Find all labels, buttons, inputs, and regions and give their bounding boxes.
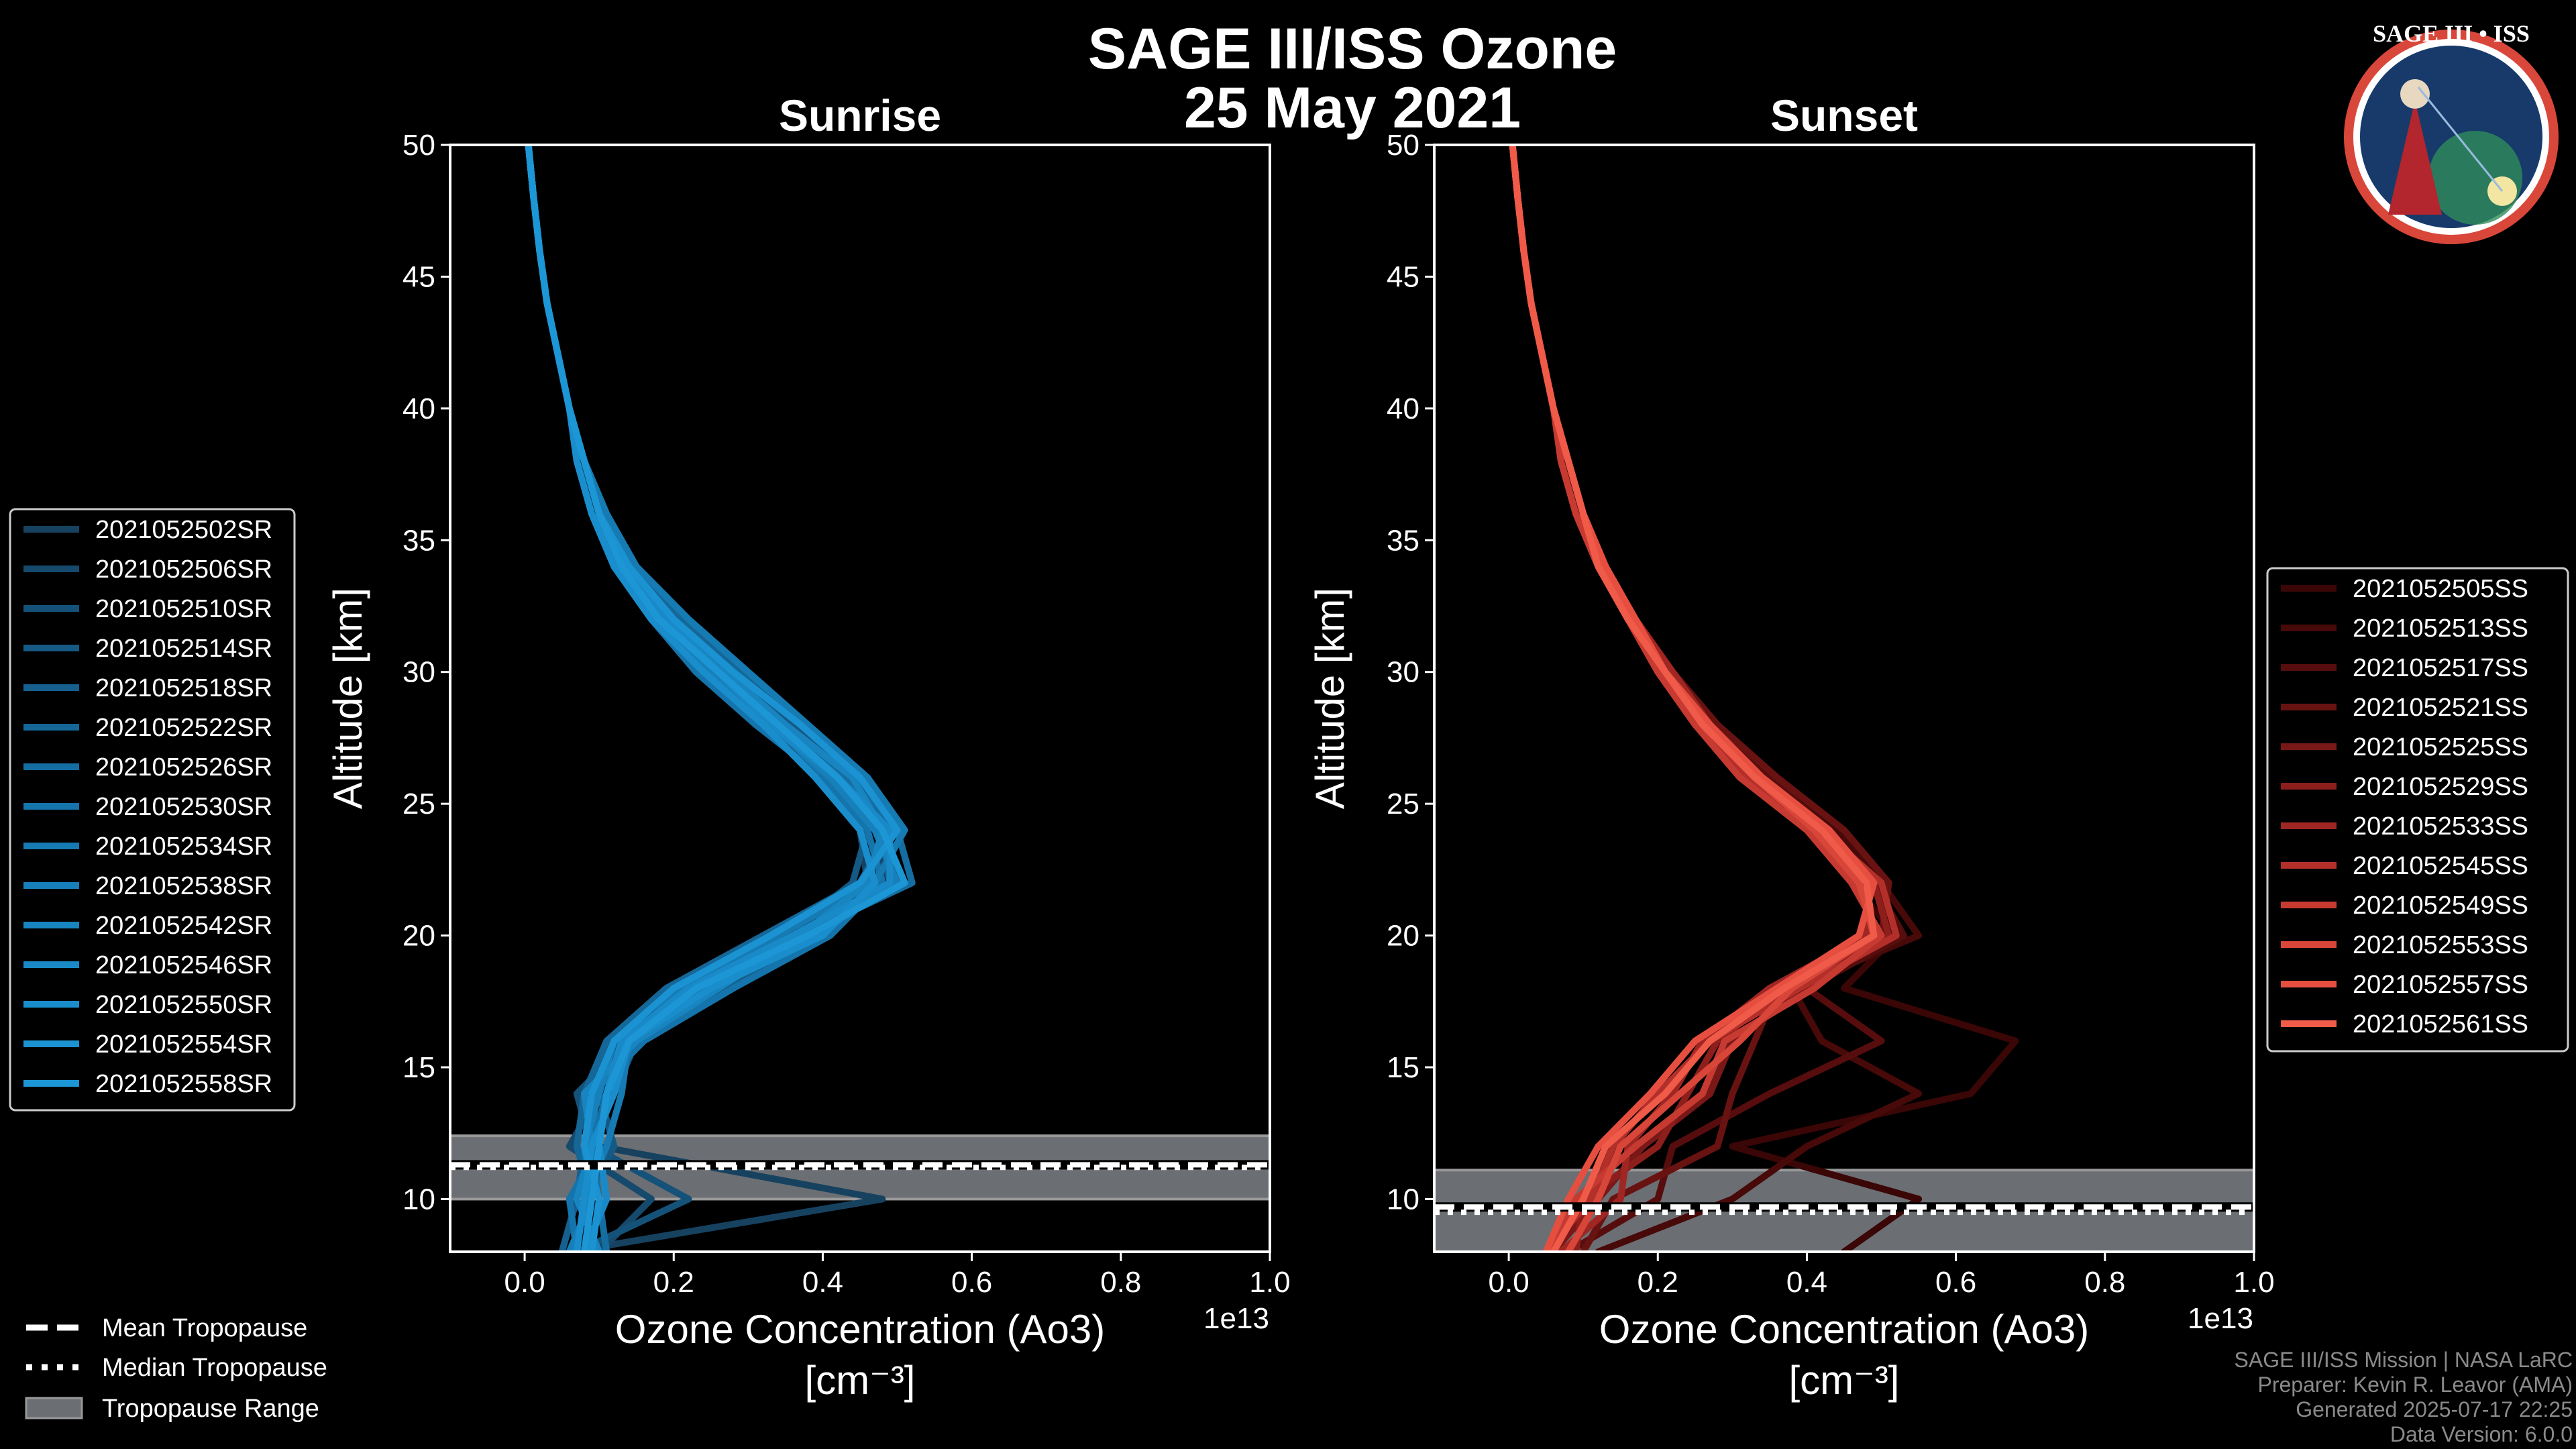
footer-credits: SAGE III/ISS Mission | NASA LaRC Prepare… bbox=[2235, 1348, 2573, 1446]
profile-line-2021052561SS bbox=[1509, 145, 1878, 1252]
y-tick-label: 20 bbox=[1387, 920, 1419, 953]
median-tropopause-label: Median Tropopause bbox=[102, 1354, 327, 1382]
sunset-title: Sunset bbox=[1770, 91, 1918, 140]
legend-entry: 2021052538SR bbox=[95, 872, 272, 900]
legend-entry: 2021052549SS bbox=[2353, 892, 2528, 920]
legend-entry: 2021052561SS bbox=[2353, 1010, 2528, 1038]
y-tick-label: 50 bbox=[1387, 129, 1419, 162]
legend-frame bbox=[9, 508, 296, 1112]
sunrise-axes-frame bbox=[449, 144, 1271, 1253]
sunrise-plot-area bbox=[450, 145, 1270, 1252]
sunset-plot-area bbox=[1434, 145, 2254, 1252]
y-tick-label: 40 bbox=[402, 392, 435, 425]
y-axis-label: Altitude [km] bbox=[1307, 588, 1352, 809]
footer-data-version: Data Version: 6.0.0 bbox=[2390, 1422, 2573, 1446]
y-tick-label: 50 bbox=[402, 129, 435, 162]
x-tick-label: 0.2 bbox=[653, 1266, 694, 1299]
x-tick-label: 0.4 bbox=[1786, 1266, 1827, 1299]
legend-entry: 2021052554SR bbox=[95, 1030, 272, 1059]
legend-entry: 2021052513SS bbox=[2353, 614, 2528, 643]
x-tick-label: 0.4 bbox=[802, 1266, 843, 1299]
y-tick-label: 45 bbox=[1387, 260, 1419, 293]
y-tick-label: 10 bbox=[1387, 1183, 1419, 1216]
mean-tropopause-label: Mean Tropopause bbox=[102, 1314, 307, 1342]
legend-entry: 2021052518SR bbox=[95, 674, 272, 702]
y-tick-label: 15 bbox=[402, 1051, 435, 1084]
x-tick-label: 0.2 bbox=[1638, 1266, 1678, 1299]
x-tick-label: 0.6 bbox=[951, 1266, 992, 1299]
legend-entry: 2021052517SS bbox=[2353, 654, 2528, 682]
profile-line-2021052505SS bbox=[1509, 145, 2019, 1252]
legend-entry: 2021052542SR bbox=[95, 912, 272, 940]
legend-frame bbox=[2266, 567, 2569, 1053]
legend-entry: 2021052545SS bbox=[2353, 852, 2528, 880]
y-tick-label: 30 bbox=[402, 656, 435, 689]
footer-generated: Generated 2025-07-17 22:25 bbox=[2296, 1397, 2573, 1421]
legend-entry: 2021052533SS bbox=[2353, 812, 2528, 841]
footer-mission: SAGE III/ISS Mission | NASA LaRC bbox=[2235, 1348, 2573, 1372]
legend-entry: 2021052514SR bbox=[95, 635, 272, 663]
y-tick-label: 35 bbox=[402, 524, 435, 557]
x-tick-label: 1.0 bbox=[1249, 1266, 1290, 1299]
legend-entry: 2021052521SS bbox=[2353, 694, 2528, 722]
sunrise-legend: 2021052502SR 2021052506SR 2021052510SR 2021… bbox=[9, 508, 296, 1112]
y-tick-label: 45 bbox=[402, 260, 435, 293]
footer-preparer: Preparer: Kevin R. Leavor (AMA) bbox=[2258, 1373, 2573, 1397]
legend-entry: 2021052534SR bbox=[95, 833, 272, 861]
legend-entry: 2021052553SS bbox=[2353, 931, 2528, 959]
x-tick-label: 1.0 bbox=[2233, 1266, 2274, 1299]
legend-entry: 2021052505SS bbox=[2353, 575, 2528, 603]
y-tick-label: 35 bbox=[1387, 524, 1419, 557]
x-tick-label: 0.0 bbox=[1489, 1266, 1529, 1299]
legend-entry: 2021052525SS bbox=[2353, 733, 2528, 761]
y-tick-label: 10 bbox=[402, 1183, 435, 1216]
x-axis-label: Ozone Concentration (Ao3) bbox=[615, 1307, 1105, 1352]
legend-entry: 2021052510SR bbox=[95, 595, 272, 623]
x-axis-unit: [cm⁻³] bbox=[805, 1358, 916, 1403]
figure-date: 25 May 2021 bbox=[1184, 76, 1521, 140]
y-tick-label: 40 bbox=[1387, 392, 1419, 425]
sage-iii-iss-logo: SAGE III • ISS bbox=[2344, 20, 2559, 244]
x-tick-label: 0.6 bbox=[1935, 1266, 1976, 1299]
legend-entry: 2021052502SR bbox=[95, 516, 272, 544]
legend-entry: 2021052546SR bbox=[95, 951, 272, 979]
tropopause-range-swatch bbox=[25, 1397, 83, 1419]
x-axis-label: Ozone Concentration (Ao3) bbox=[1599, 1307, 2089, 1352]
legend-entry: 2021052522SR bbox=[95, 714, 272, 742]
x-scale-label: 1e13 bbox=[1203, 1302, 1269, 1335]
y-tick-label: 20 bbox=[402, 920, 435, 953]
sunset-axes-frame bbox=[1433, 144, 2255, 1253]
x-tick-label: 0.8 bbox=[2084, 1266, 2125, 1299]
y-tick-label: 25 bbox=[402, 788, 435, 820]
profile-line-2021052514SR bbox=[525, 145, 871, 1252]
x-tick-label: 0.0 bbox=[504, 1266, 545, 1299]
x-scale-label: 1e13 bbox=[2188, 1302, 2253, 1335]
sunset-panel: Sunset 0.0 0.2 0.4 0.6 0.8 1.0 10 15 20 25 30 35 40 45… bbox=[1307, 91, 2569, 1403]
profile-line-2021052510SR bbox=[525, 145, 901, 1252]
y-axis-label: Altitude [km] bbox=[325, 588, 370, 809]
legend-entry: 2021052557SS bbox=[2353, 971, 2528, 999]
sunset-legend: 2021052505SS 2021052513SS 2021052517SS 2021… bbox=[2266, 567, 2569, 1053]
legend-entry: 2021052558SR bbox=[95, 1070, 272, 1098]
tropopause-legend: Mean Tropopause Median Tropopause Tropop… bbox=[25, 1314, 327, 1423]
profile-line-2021052558SR bbox=[525, 145, 908, 1252]
legend-entry: 2021052526SR bbox=[95, 753, 272, 782]
profile-line-2021052529SS bbox=[1509, 145, 1892, 1252]
figure-title: SAGE III/ISS Ozone bbox=[1088, 17, 1617, 81]
profile-line-2021052521SS bbox=[1509, 145, 1892, 1252]
legend-entry: 2021052530SR bbox=[95, 793, 272, 821]
legend-entry: 2021052529SS bbox=[2353, 773, 2528, 801]
y-tick-label: 25 bbox=[1387, 788, 1419, 820]
legend-entry: 2021052506SR bbox=[95, 555, 272, 584]
x-tick-label: 0.8 bbox=[1100, 1266, 1141, 1299]
x-axis-unit: [cm⁻³] bbox=[1789, 1358, 1900, 1403]
legend-entry: 2021052550SR bbox=[95, 991, 272, 1019]
y-tick-label: 30 bbox=[1387, 656, 1419, 689]
logo-title: SAGE III • ISS bbox=[2373, 20, 2530, 47]
tropopause-range-label: Tropopause Range bbox=[102, 1395, 319, 1423]
sunrise-title: Sunrise bbox=[779, 91, 941, 140]
y-tick-label: 15 bbox=[1387, 1051, 1419, 1084]
sunrise-panel: Sunrise 0.0 0.2 0.4 0.6 0.8 1.0 10 15 20 25 30 35 40 4… bbox=[9, 91, 1291, 1403]
